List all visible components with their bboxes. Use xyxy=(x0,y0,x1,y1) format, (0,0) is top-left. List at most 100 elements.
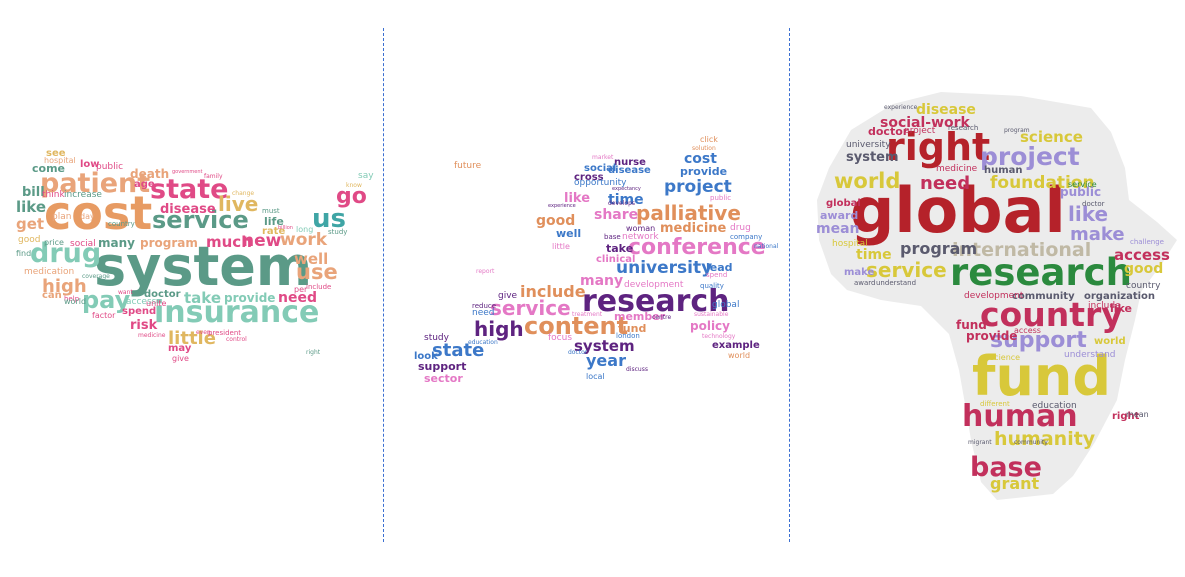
word: research xyxy=(948,124,979,132)
word: many xyxy=(580,273,624,289)
word: good xyxy=(18,235,41,245)
word: human xyxy=(962,399,1078,434)
word: bill xyxy=(22,185,45,200)
word: support xyxy=(418,360,467,373)
word: different xyxy=(980,400,1010,408)
word: country xyxy=(108,220,135,228)
word: low xyxy=(80,159,100,170)
word: make xyxy=(1070,224,1125,245)
word: say xyxy=(358,171,374,181)
word: hospital xyxy=(44,156,76,165)
word: look xyxy=(414,351,438,362)
word: reduce xyxy=(472,302,497,310)
word: world xyxy=(728,351,751,360)
word: time xyxy=(608,192,644,208)
word: doctor xyxy=(144,289,181,300)
word: need xyxy=(920,173,971,194)
word: member xyxy=(614,310,666,323)
word: human xyxy=(984,165,1023,176)
word: make xyxy=(844,267,875,278)
word: factor xyxy=(92,311,116,320)
word: international xyxy=(952,239,1092,261)
word: sector xyxy=(424,372,463,385)
word: medicine xyxy=(660,221,727,236)
word-cloud-dove-panel: research content conference palliative unive… xyxy=(385,0,789,577)
word: cross xyxy=(574,172,604,183)
word: mean xyxy=(1126,410,1149,419)
word: quality xyxy=(700,282,724,290)
word: use xyxy=(296,260,338,284)
word: may xyxy=(168,343,192,354)
word: world xyxy=(64,297,87,306)
word: report xyxy=(476,268,495,275)
word: base xyxy=(970,452,1042,483)
word: state xyxy=(150,174,229,205)
word: include xyxy=(306,283,332,291)
word: doctor xyxy=(1082,200,1105,208)
word: like xyxy=(16,198,47,216)
word: unite xyxy=(146,299,167,308)
word: billion xyxy=(278,225,293,231)
word: challenge xyxy=(1130,238,1164,246)
africa-outline xyxy=(817,92,1177,500)
word: service xyxy=(866,258,947,282)
word: woman xyxy=(626,224,656,233)
word: time xyxy=(856,247,892,263)
word: development xyxy=(964,291,1024,301)
word: drug xyxy=(30,238,102,269)
word: little xyxy=(552,242,570,251)
word: foundation xyxy=(990,173,1095,193)
word: project xyxy=(664,177,732,197)
word-cloud-usa-panel: cost system insurance patient state service dr… xyxy=(0,0,383,577)
word: study xyxy=(328,228,348,236)
word: provide xyxy=(680,165,728,178)
word: migrant xyxy=(968,439,992,446)
word: age xyxy=(134,179,155,190)
word: medicine xyxy=(936,164,978,174)
word: like xyxy=(1110,302,1133,315)
word: clinical xyxy=(596,254,636,265)
word: disease xyxy=(608,165,651,176)
word: doctor xyxy=(568,349,588,356)
word: palliative xyxy=(636,201,741,225)
word: disease xyxy=(160,202,216,217)
word: even xyxy=(196,329,211,336)
word: hospital xyxy=(832,239,868,249)
word: take xyxy=(606,242,634,255)
word: service xyxy=(152,206,249,234)
word: right xyxy=(886,125,991,169)
word: project xyxy=(980,142,1080,171)
word: science xyxy=(1020,128,1083,146)
word: spend xyxy=(706,271,728,279)
africa-map-shape xyxy=(817,92,1177,500)
word: national xyxy=(754,243,779,250)
word: experience xyxy=(884,104,918,111)
word: social xyxy=(70,239,96,249)
word: rate xyxy=(262,226,286,237)
word: get xyxy=(16,215,45,233)
word: fund xyxy=(618,322,647,335)
word: fund xyxy=(972,345,1112,408)
word: know xyxy=(346,182,362,189)
word: high xyxy=(42,276,87,297)
word: global xyxy=(850,174,1066,247)
word: control xyxy=(226,336,247,343)
word: good xyxy=(536,213,576,229)
word: increase xyxy=(64,190,102,200)
word: network xyxy=(622,232,659,242)
word: study xyxy=(424,333,449,343)
word: policy xyxy=(690,319,730,333)
word: life xyxy=(264,215,284,228)
word: science xyxy=(990,353,1021,362)
word: education xyxy=(468,339,498,346)
word: like xyxy=(1068,202,1109,226)
word: local xyxy=(586,372,605,381)
word: company xyxy=(730,233,763,241)
word: mean xyxy=(816,221,860,237)
word: global xyxy=(712,300,740,310)
word: day xyxy=(80,212,95,221)
word: click xyxy=(700,135,718,144)
word: public xyxy=(1060,185,1102,199)
word: long xyxy=(296,225,314,234)
word: doctor xyxy=(868,125,909,138)
